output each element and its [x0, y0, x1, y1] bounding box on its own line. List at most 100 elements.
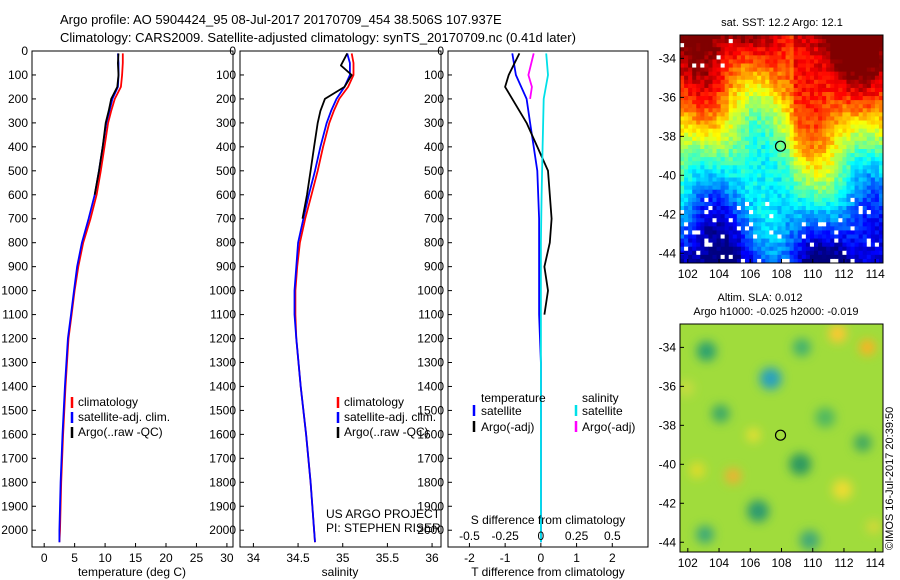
sst-cell — [834, 157, 839, 162]
depth-tick-label: 1400 — [1, 379, 28, 393]
sst-cell — [826, 197, 831, 203]
sst-cell — [801, 87, 807, 93]
sst-cell — [740, 96, 746, 101]
sst-cell — [753, 226, 758, 232]
sst-cell — [744, 197, 750, 203]
sst-cell — [765, 51, 770, 56]
sst-cell — [846, 201, 852, 207]
sst-cell — [732, 51, 738, 56]
sst-cell — [830, 242, 835, 248]
x-tick-label: 34 — [247, 551, 261, 565]
sst-cell — [801, 140, 807, 146]
sst-cell — [704, 39, 710, 44]
sst-cell — [818, 177, 823, 183]
sst-cell — [805, 149, 811, 154]
sst-cell — [805, 177, 811, 183]
sst-cell — [732, 242, 738, 248]
sst-cell — [765, 242, 770, 248]
sst-cell — [716, 161, 722, 166]
sst-cell — [785, 83, 791, 89]
sst-cell — [777, 169, 783, 175]
sst-cell — [797, 189, 803, 195]
sst-cell — [744, 71, 750, 77]
sst-cell — [724, 258, 730, 263]
sst-cell — [704, 250, 710, 256]
sst-cell — [761, 173, 766, 179]
sst-cell — [720, 222, 726, 227]
sst-cell — [797, 258, 803, 263]
sst-cell — [749, 92, 754, 97]
sst-cell — [708, 214, 714, 219]
sst-cell — [708, 104, 714, 109]
sst-cell — [736, 189, 742, 195]
sst-cell — [805, 87, 811, 93]
sst-cell — [858, 197, 864, 203]
sst-cell — [720, 116, 726, 122]
sst-cell — [813, 140, 819, 146]
sst-cell — [850, 120, 856, 126]
sst-cell — [720, 254, 726, 260]
sst-cell — [781, 254, 787, 260]
sst-cell — [757, 201, 762, 207]
sst-cell — [793, 218, 799, 223]
sst-cell — [773, 124, 779, 130]
sst-cell — [822, 242, 827, 248]
sst-cell — [744, 230, 750, 236]
sst-cell — [740, 39, 746, 44]
sst-cell — [793, 124, 799, 130]
sst-cell — [716, 210, 722, 215]
sst-cell — [822, 63, 827, 69]
sst-cell — [834, 104, 839, 109]
sst-cell — [744, 173, 750, 179]
sst-cell — [789, 140, 795, 146]
sst-cell — [842, 59, 848, 65]
sst-cell — [765, 63, 770, 69]
sst-cell — [712, 75, 718, 81]
sst-cell — [830, 185, 835, 191]
sst-cell — [830, 87, 835, 93]
sst-cell — [680, 43, 685, 48]
sst-cell — [740, 100, 746, 105]
sst-cell — [822, 39, 827, 44]
sst-cell — [785, 210, 791, 215]
sst-cell — [809, 149, 815, 154]
sst-cell — [854, 201, 860, 207]
sst-cell — [749, 153, 754, 158]
legend-label-climatology: climatology — [344, 395, 404, 409]
sst-cell — [830, 250, 835, 256]
sst-cell — [769, 230, 774, 236]
sst-cell — [732, 238, 738, 244]
sst-cell — [818, 173, 823, 179]
sst-cell — [785, 201, 791, 207]
sst-cell — [744, 67, 750, 73]
sst-cell — [732, 181, 738, 187]
sla-heatmap — [680, 324, 881, 551]
legend-label-satellite-adj: satellite-adj. clim. — [78, 410, 170, 424]
sst-cell — [878, 92, 883, 97]
sst-cell — [773, 157, 779, 162]
sst-cell — [826, 124, 831, 130]
sst-cell — [712, 246, 718, 252]
sst-cell — [822, 157, 827, 162]
sst-cell — [809, 112, 815, 118]
sst-cell — [749, 59, 754, 65]
sst-cell — [809, 177, 815, 183]
sst-cell — [744, 242, 750, 248]
sst-cell — [801, 67, 807, 73]
sst-cell — [740, 92, 746, 97]
sst-cell — [797, 230, 803, 236]
sst-cell — [842, 206, 848, 211]
sst-cell — [793, 157, 799, 162]
x-tick-label: 10 — [98, 551, 112, 565]
sst-cell — [805, 161, 811, 166]
sst-cell — [728, 47, 734, 52]
sst-cell — [720, 140, 726, 146]
map-x-tick-label: 112 — [834, 267, 853, 281]
sst-cell — [704, 214, 710, 219]
sst-cell — [700, 75, 705, 81]
sst-cell — [789, 128, 795, 134]
sst-cell — [728, 226, 734, 232]
sst-cell — [696, 230, 701, 236]
sst-cell — [728, 189, 734, 195]
sst-cell — [866, 100, 872, 105]
